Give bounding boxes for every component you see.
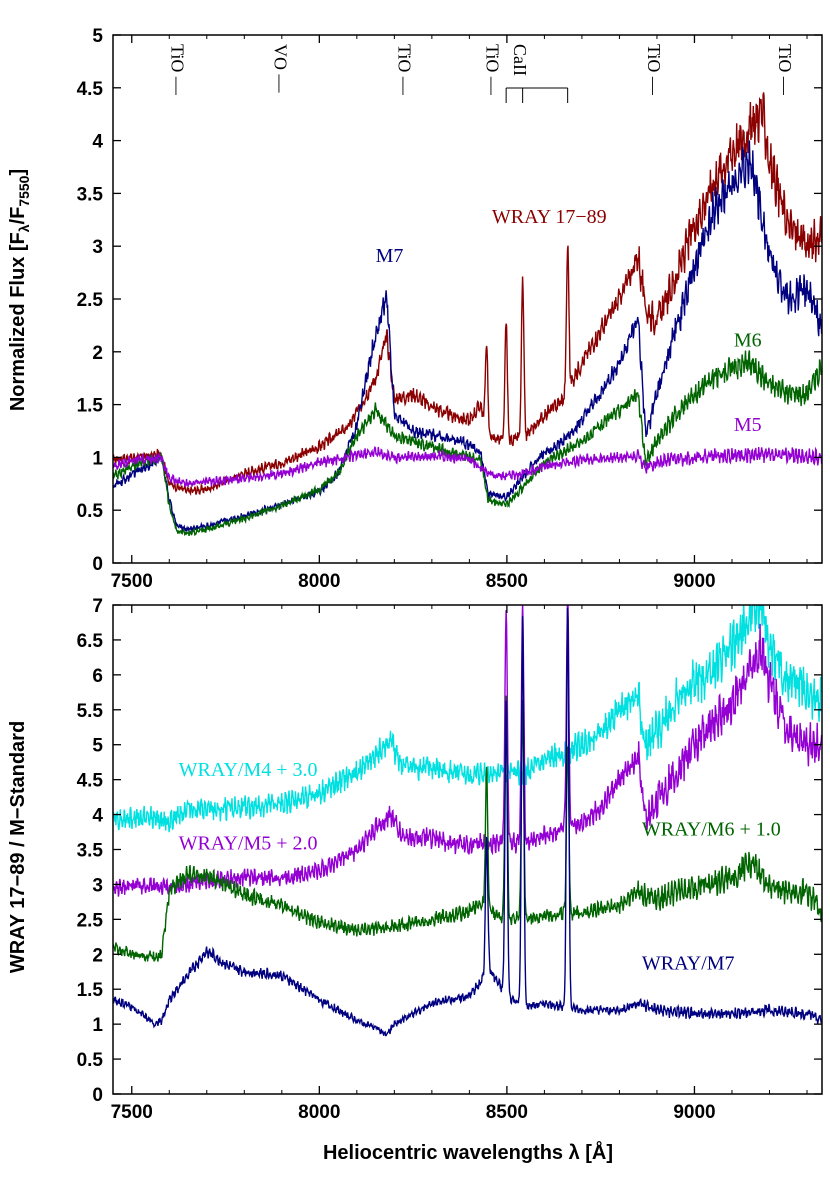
y-tick-label: 2: [92, 343, 103, 364]
y-tick-label: 0: [92, 1085, 103, 1106]
y-tick-label: 2.5: [77, 910, 104, 931]
y-tick-label: 5.5: [77, 701, 104, 722]
y-tick-label: 0.5: [77, 1050, 104, 1071]
series-wray-m5-2-0: [113, 605, 822, 897]
y-tick-label: 5: [92, 26, 103, 47]
bottom-panel: WRAY/M4 + 3.0 WRAY/M5 + 2.0 WRAY/M6 + 1.0 W…: [7, 596, 823, 1164]
bottom-annotation-layer: WRAY/M4 + 3.0 WRAY/M5 + 2.0 WRAY/M6 + 1.0 W…: [179, 759, 781, 975]
y-tick-label: 6: [92, 666, 103, 687]
top-axis-ticks: 7500 8000 8500 9000 0 0.5 1 1.5 2 2.5 3 3.5 4 4.5 5: [77, 26, 822, 592]
y-tick-label: 3: [92, 237, 103, 258]
caii-bracket: [505, 87, 569, 103]
series-label-wray-m5-2-0: WRAY/M5 + 2.0: [179, 833, 318, 855]
bottom-axis-ticks: 7500 8000 8500 9000 0 0.5 1 1.5 2 2.5 3 3.5 4 4.5 5 5.5…: [77, 596, 822, 1123]
y-tick-label: 4: [92, 806, 103, 827]
x-tick-label: 7500: [111, 1102, 153, 1123]
x-tick-label: 9000: [673, 571, 715, 592]
x-tick-label: 8500: [486, 1102, 528, 1123]
series-label-wray-m4-3-0: WRAY/M4 + 3.0: [179, 759, 318, 781]
series-wray-m6-1-0: [113, 695, 822, 963]
series-m6: [113, 350, 822, 537]
top-annotation-layer: WRAY 17−89 M7 M6 M5: [376, 206, 762, 436]
line-label-tio: TiO —: [394, 44, 414, 96]
bottom-series-layer: [113, 605, 822, 1037]
line-label-tio: TiO —: [168, 44, 188, 96]
y-tick-label: 1: [92, 1015, 103, 1036]
series-label-wray-m7: WRAY/M7: [642, 953, 735, 975]
y-tick-label: 3: [92, 875, 103, 896]
series-label-m7: M7: [376, 245, 404, 267]
series-m7: [113, 140, 822, 534]
y-tick-label: 4.5: [77, 79, 104, 100]
x-tick-label: 8500: [486, 571, 528, 592]
bottom-y-axis-label: WRAY 17−89 / M−Standard: [7, 721, 29, 973]
x-axis-label: Heliocentric wavelengths λ [Å]: [323, 1140, 613, 1164]
y-tick-label: 7: [92, 596, 103, 617]
y-tick-label: 3.5: [77, 184, 104, 205]
line-label-caii: CaII: [510, 44, 530, 76]
y-tick-label: 5: [92, 736, 103, 757]
line-label-tio: TiO —: [775, 44, 795, 96]
series-label-wray-m6-1-0: WRAY/M6 + 1.0: [642, 819, 781, 841]
y-tick-label: 1.5: [77, 396, 104, 417]
top-series-layer: [113, 92, 822, 537]
x-tick-label: 7500: [111, 571, 153, 592]
top-line-labels: TiO — VO — TiO — TiO — TiO — TiO — CaII: [168, 44, 795, 103]
series-label-wray-17-89: WRAY 17−89: [492, 206, 607, 228]
y-tick-label: 2.5: [77, 290, 104, 311]
series-m5: [113, 445, 822, 488]
x-tick-label: 8000: [298, 571, 340, 592]
series-label-m6: M6: [734, 330, 762, 352]
series-label-m5: M5: [734, 414, 762, 436]
y-tick-label: 1: [92, 448, 103, 469]
series-wray-m4-3-0: [113, 605, 822, 833]
y-tick-label: 1.5: [77, 980, 104, 1001]
y-tick-label: 4: [92, 132, 103, 153]
x-tick-label: 9000: [673, 1102, 715, 1123]
line-label-tio: TiO —: [644, 44, 664, 96]
y-tick-label: 0.5: [77, 501, 104, 522]
y-tick-label: 0: [92, 554, 103, 575]
x-tick-label: 8000: [298, 1102, 340, 1123]
line-label-tio: TiO —: [483, 44, 503, 96]
y-tick-label: 4.5: [77, 771, 104, 792]
line-label-vo: VO —: [271, 44, 291, 93]
y-tick-label: 6.5: [77, 631, 104, 652]
y-tick-label: 2: [92, 945, 103, 966]
series-wray-m7: [113, 607, 822, 1037]
top-y-axis-label: Normalized Flux [Fλ/F7550]: [7, 169, 32, 411]
y-tick-label: 3.5: [77, 841, 104, 862]
